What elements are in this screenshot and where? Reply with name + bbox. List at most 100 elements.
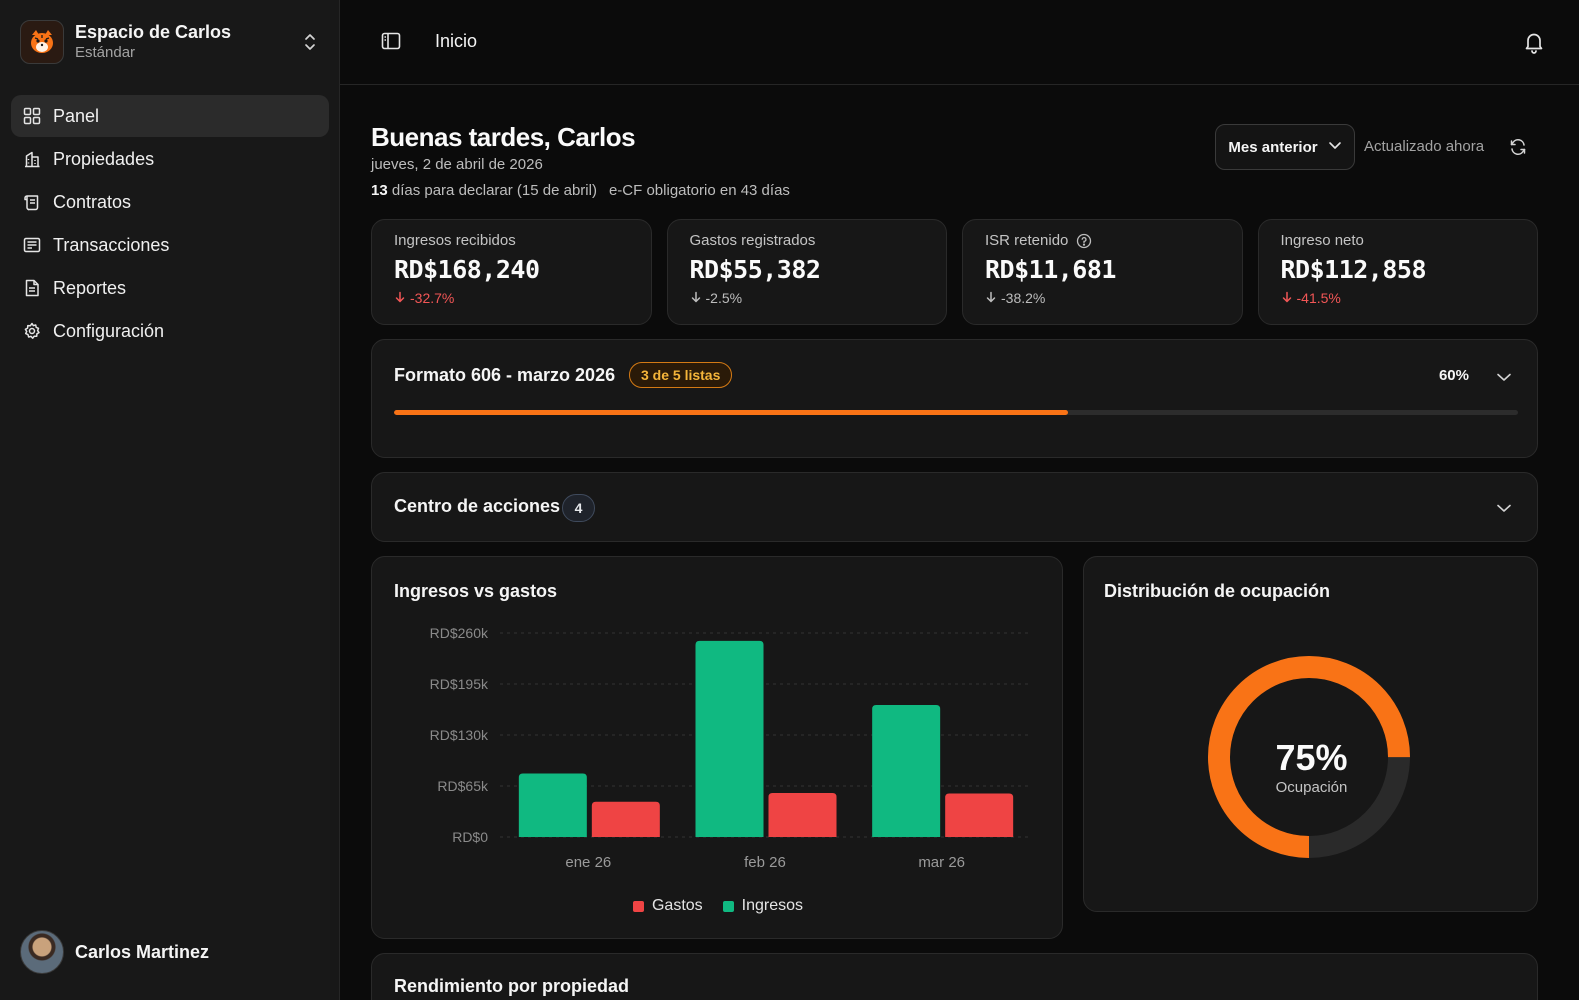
x-tick-label: feb 26 (744, 854, 786, 871)
sidebar-item-label: Configuración (53, 320, 165, 341)
dashboard: Buenas tardes, Carlos jueves, 2 de abril… (340, 86, 1579, 1000)
kpi-value: RD$168,240 (394, 255, 540, 284)
y-tick-label: RD$0 (452, 829, 488, 845)
sidebar-item-label: Propiedades (53, 148, 155, 169)
user-name: Carlos Martinez (75, 941, 210, 962)
kpi-label: Ingreso neto (1280, 232, 1364, 249)
bar-chart: RD$0 RD$65k RD$130k RD$195k RD$260k ene 26 feb… (430, 625, 1030, 871)
legend-item-gastos[interactable]: Gastos (632, 897, 703, 915)
count-badge: 4 (562, 494, 595, 522)
legend-item-ingresos[interactable]: Ingresos (722, 897, 804, 915)
action-center[interactable]: Centro de acciones 4 (371, 472, 1538, 542)
top-bar: Inicio (340, 0, 1579, 85)
kpi-card[interactable]: Gastos registrados RD$55,382 -2.5% (666, 219, 947, 325)
bar-gastos (945, 793, 1014, 837)
avatar (20, 930, 64, 974)
kpi-row: Ingresos recibidos RD$168,240 -32.7% Gas… (371, 219, 1538, 325)
format-606-title: Formato 606 - marzo 2026 (394, 365, 616, 385)
legend-swatch (632, 900, 644, 912)
kpi-value: RD$55,382 (689, 255, 821, 284)
arrow-down-icon (394, 290, 406, 306)
occupancy-title: Distribución de ocupación (1104, 581, 1331, 601)
occupancy-donut (1208, 656, 1410, 858)
kpi-card[interactable]: ISR retenido RD$11,681 -38.2% (962, 219, 1243, 325)
donut-slice-occupied (1208, 656, 1410, 858)
format-606-card[interactable]: Formato 606 - marzo 2026 3 de 5 listas 6… (371, 339, 1538, 458)
period-select[interactable]: Mes anterior (1215, 124, 1355, 170)
kpi-card[interactable]: Ingreso neto RD$112,858 -41.5% (1257, 219, 1538, 325)
arrow-down-icon (690, 290, 702, 306)
y-tick-label: RD$260k (430, 625, 489, 641)
action-center-title: Centro de acciones (394, 496, 561, 516)
kpi-change: -41.5% (1281, 290, 1516, 306)
chart-title: Ingresos vs gastos (394, 581, 558, 601)
workspace-logo (20, 20, 64, 64)
sidebar-toggle-icon[interactable] (380, 30, 404, 54)
sidebar-item-transacciones[interactable]: Transacciones (11, 224, 329, 266)
period-label: Mes anterior (1228, 138, 1318, 156)
legend-label: Ingresos (741, 897, 804, 914)
chevron-down-icon (1328, 138, 1342, 156)
workspace-plan: Estándar (75, 44, 136, 61)
sidebar-item-label: Panel (53, 105, 100, 126)
chevrons-up-down-icon[interactable] (300, 30, 320, 54)
kpi-change: -38.2% (985, 290, 1220, 306)
sidebar-item-propiedades[interactable]: Propiedades (11, 138, 329, 180)
progress-bar (394, 410, 1518, 415)
deadline-text: días para declarar (15 de abril) (387, 182, 597, 199)
bell-icon[interactable] (1522, 30, 1546, 54)
y-tick-label: RD$195k (430, 676, 489, 692)
greeting: Buenas tardes, Carlos (371, 122, 636, 152)
kpi-label: ISR retenido (985, 232, 1220, 249)
y-tick-label: RD$65k (437, 778, 489, 794)
sidebar-item-configuracion[interactable]: Configuración (11, 310, 329, 352)
building-icon (22, 149, 42, 169)
grid-icon (22, 106, 42, 126)
workspace-switcher[interactable]: Espacio de Carlos Estándar (20, 20, 320, 64)
arrow-down-icon (1281, 290, 1293, 306)
workspace-name: Espacio de Carlos (75, 22, 232, 42)
updated-status: Actualizado ahora (1364, 138, 1485, 155)
legend-swatch (722, 900, 734, 912)
file-text-icon (22, 278, 42, 298)
bar-ingresos (872, 704, 941, 837)
occupancy-label: Ocupación (1275, 779, 1348, 796)
receipt-icon (22, 235, 42, 255)
kpi-card[interactable]: Ingresos recibidos RD$168,240 -32.7% (371, 219, 652, 325)
kpi-label: Gastos registrados (689, 232, 816, 249)
kpi-change: -32.7% (394, 290, 629, 306)
kpi-change: -2.5% (690, 290, 925, 306)
sidebar-item-reportes[interactable]: Reportes (11, 267, 329, 309)
gear-icon (22, 321, 42, 341)
current-date: jueves, 2 de abril de 2026 (371, 156, 543, 173)
income-expense-chart: Ingresos vs gastos RD$0 RD$65k RD$130k RD$1… (371, 556, 1063, 939)
progress-fill (394, 410, 1069, 415)
kpi-value: RD$112,858 (1280, 255, 1427, 284)
bar-gastos (591, 801, 660, 837)
sidebar-item-panel[interactable]: Panel (11, 95, 329, 137)
x-tick-label: ene 26 (565, 854, 611, 871)
occupancy-value: 75% (1275, 737, 1348, 778)
refresh-icon[interactable] (1508, 137, 1528, 157)
sidebar-item-label: Reportes (53, 277, 127, 298)
sidebar: Espacio de Carlos Estándar Panel Propied… (0, 0, 340, 1000)
deadline-days: 13 (371, 182, 388, 199)
occupancy-card: Distribución de ocupación 75% Ocupación (1083, 556, 1538, 912)
chevron-down-icon[interactable] (1495, 499, 1513, 517)
bar-gastos (768, 793, 837, 837)
sidebar-item-label: Transacciones (53, 234, 170, 255)
chart-legend: Gastos Ingresos (372, 897, 1064, 915)
page-title: Inicio (435, 31, 478, 51)
chevron-down-icon[interactable] (1495, 368, 1513, 386)
sidebar-item-label: Contratos (53, 191, 132, 212)
bar-ingresos (518, 773, 587, 837)
ecf-notice: e-CF obligatorio en 43 días (608, 182, 790, 199)
x-tick-label: mar 26 (918, 854, 965, 871)
deadline-info: 13 días para declarar (15 de abril) e-CF … (371, 182, 790, 199)
sidebar-item-contratos[interactable]: Contratos (11, 181, 329, 223)
user-menu[interactable]: Carlos Martinez (20, 930, 209, 974)
help-circle-icon[interactable] (1076, 233, 1092, 249)
bar-ingresos (695, 640, 764, 837)
kpi-value: RD$11,681 (985, 255, 1116, 284)
y-tick-label: RD$130k (430, 727, 489, 743)
